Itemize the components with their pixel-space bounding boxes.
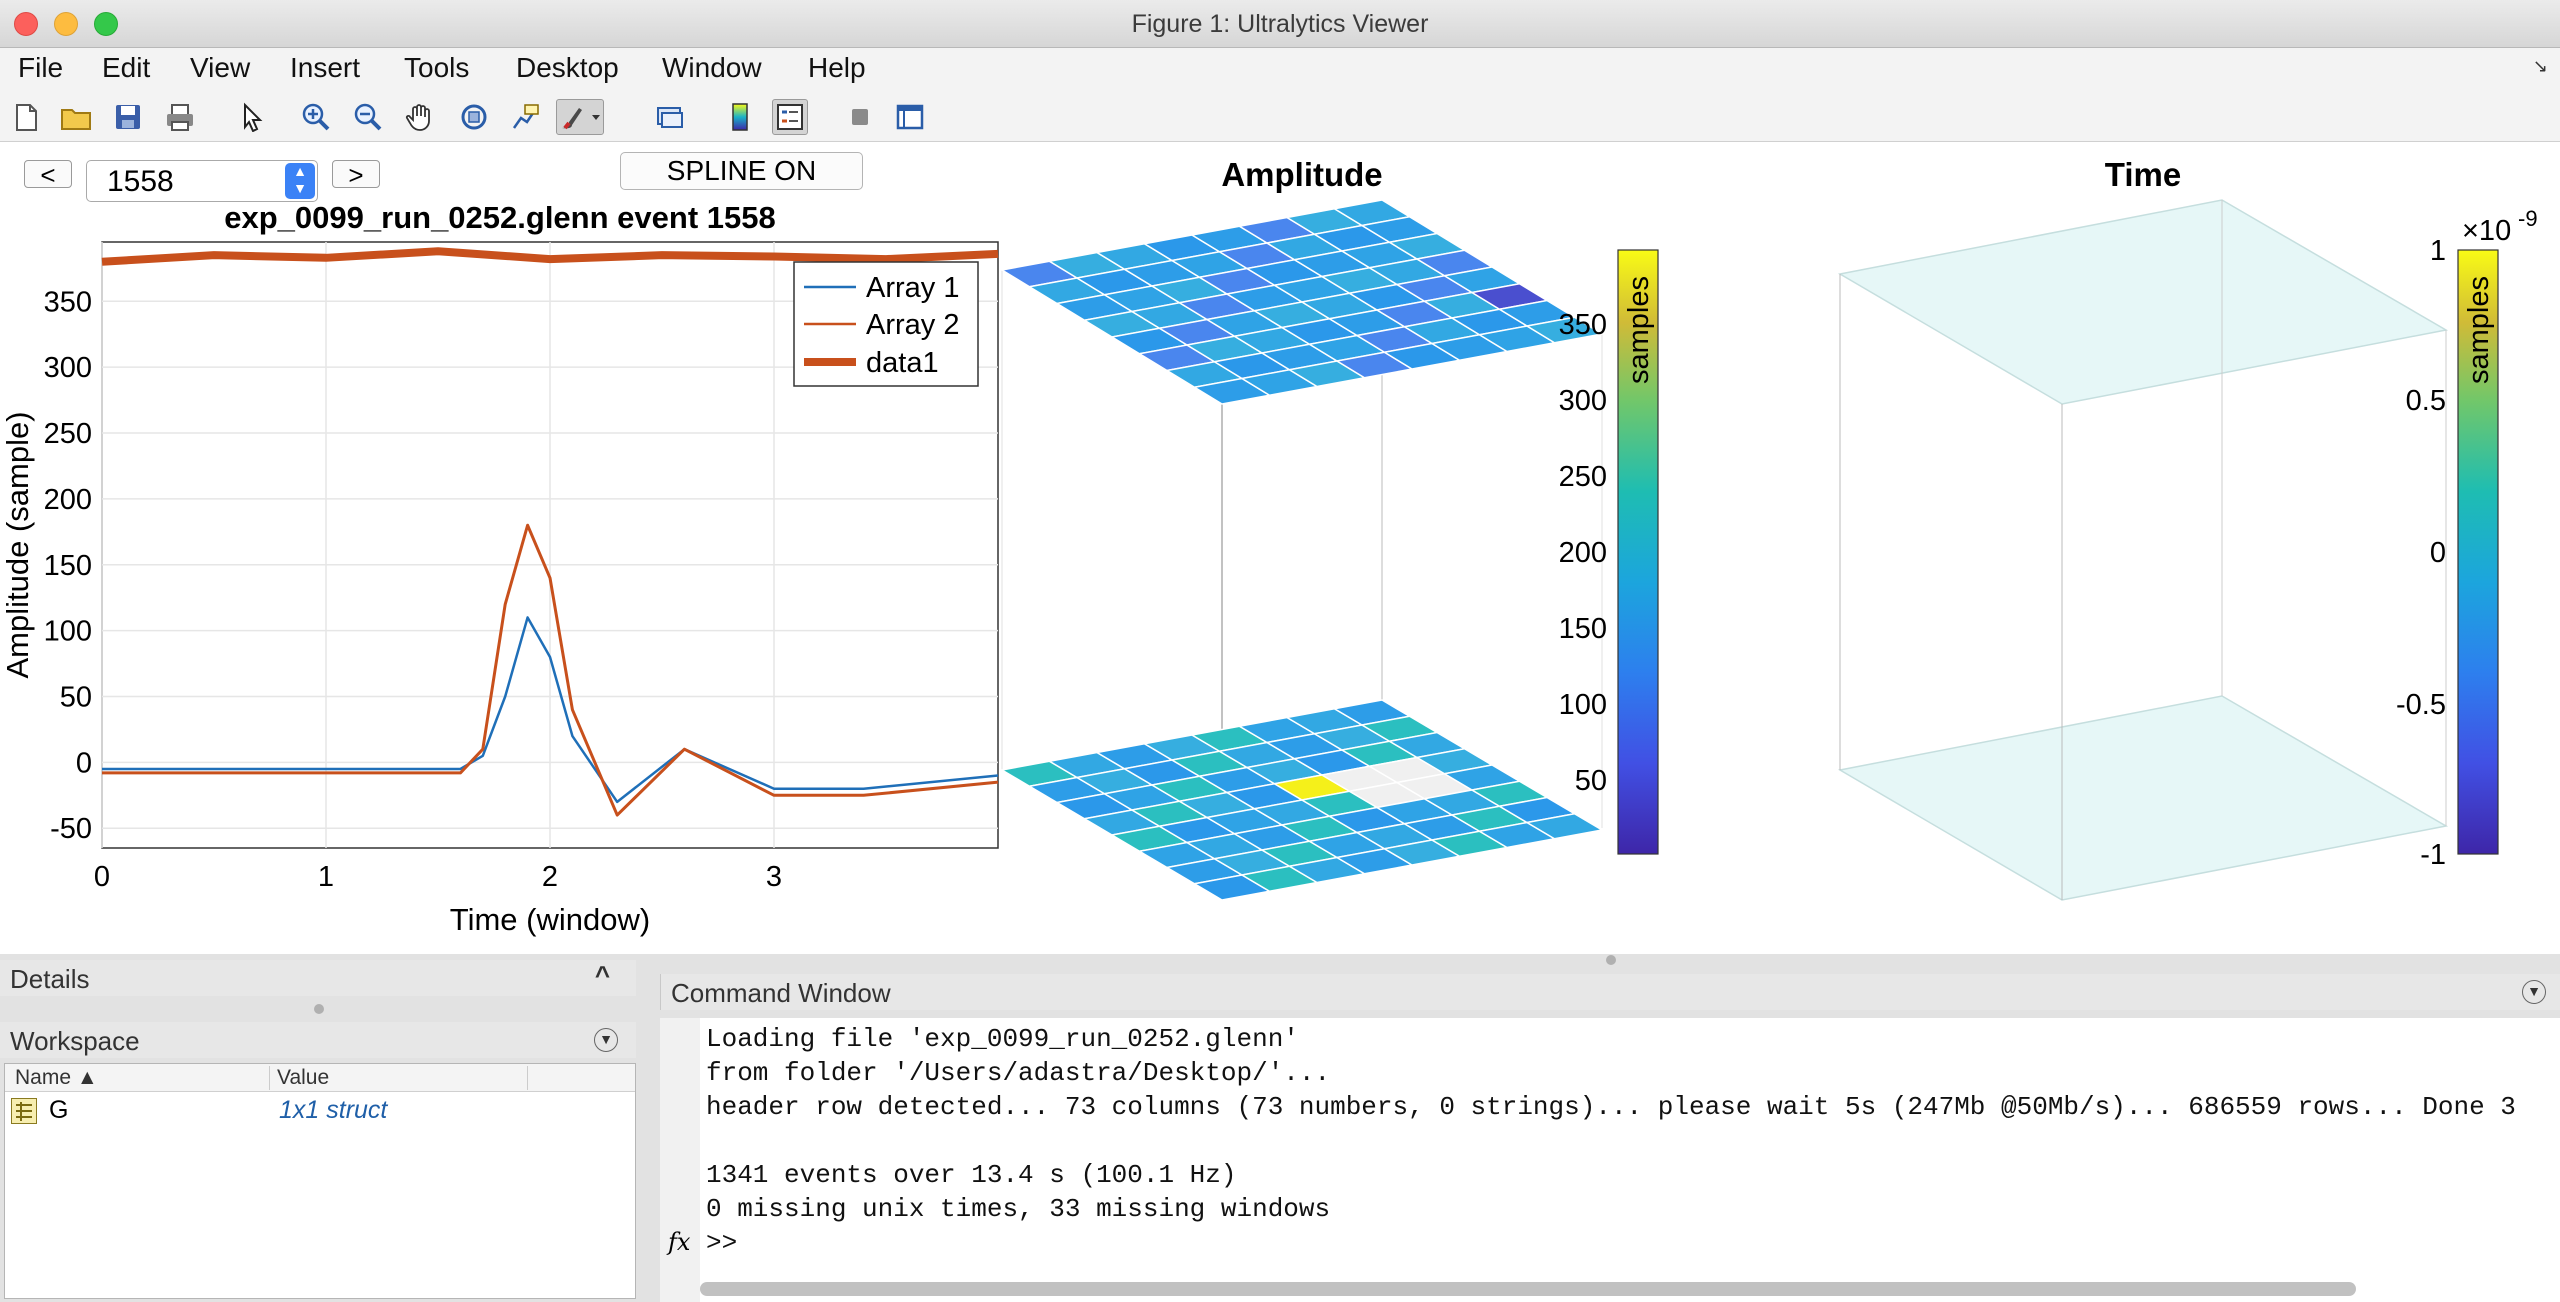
command-output-line: header row detected... 73 columns (73 nu… [706, 1092, 2516, 1122]
window-title: Figure 1: Ultralytics Viewer [1131, 10, 1429, 38]
command-window-header[interactable]: Command Window ▼ [660, 974, 2560, 1010]
column-name-header[interactable]: Name ▲ [15, 1066, 98, 1089]
pan-hand-icon[interactable] [402, 99, 438, 135]
event-number-value: 1558 [107, 165, 174, 198]
new-file-icon[interactable] [8, 99, 44, 135]
figure-canvas [0, 142, 2560, 954]
menu-tools[interactable]: Tools [404, 52, 470, 83]
menu-bar [0, 48, 2560, 90]
table-row[interactable]: G 1x1 struct [5, 1094, 635, 1128]
function-browser-icon[interactable]: fx [668, 1228, 691, 1256]
struct-icon [11, 1098, 37, 1124]
rotate-3d-icon[interactable] [456, 99, 492, 135]
command-output-line: Loading file 'exp_0099_run_0252.glenn' [706, 1024, 1299, 1054]
menu-view[interactable]: View [190, 52, 251, 83]
collapse-details-icon[interactable]: ^ [594, 960, 610, 990]
hide-plot-tools-icon[interactable] [842, 99, 878, 135]
zoom-in-icon[interactable] [298, 99, 334, 135]
previous-event-button[interactable]: < [24, 160, 72, 189]
command-output-line: 1341 events over 13.4 s (100.1 Hz) [706, 1160, 1237, 1190]
event-number-select[interactable]: 1558 ▲ ▼ [86, 160, 318, 202]
menu-help[interactable]: Help [808, 52, 866, 83]
legend-icon[interactable] [772, 99, 808, 135]
zoom-out-icon[interactable] [350, 99, 386, 135]
variable-name: G [49, 1096, 69, 1124]
command-output-line: 0 missing unix times, 33 missing windows [706, 1194, 1331, 1224]
pointer-icon[interactable] [234, 99, 270, 135]
print-icon[interactable] [162, 99, 198, 135]
close-window-button[interactable] [14, 12, 38, 36]
window-titlebar: Figure 1: Ultralytics Viewer [0, 0, 2560, 48]
spline-toggle-button[interactable]: SPLINE ON [620, 152, 863, 190]
workspace-table-header [5, 1064, 635, 1092]
command-window-menu-icon[interactable]: ▼ [2522, 980, 2546, 1004]
details-splitter-handle[interactable] [314, 1004, 324, 1014]
link-plot-icon[interactable] [652, 99, 688, 135]
dock-arrow-icon[interactable]: ↘ [2532, 56, 2548, 76]
open-folder-icon[interactable] [58, 99, 94, 135]
command-prompt[interactable]: >> [706, 1228, 738, 1258]
workspace-header[interactable]: Workspace ▼ [0, 1022, 636, 1058]
command-output-line: from folder '/Users/adastra/Desktop/'... [706, 1058, 1331, 1088]
next-event-button[interactable]: > [332, 160, 380, 189]
workspace-table[interactable]: Name ▲ Value G 1x1 struct [4, 1063, 636, 1299]
menu-desktop[interactable]: Desktop [516, 52, 619, 83]
command-window-scrollbar[interactable] [700, 1282, 2356, 1296]
variable-value: 1x1 struct [279, 1096, 388, 1124]
details-header[interactable]: Details ^ [0, 960, 636, 996]
brush-icon[interactable] [556, 99, 604, 135]
menu-edit[interactable]: Edit [102, 52, 151, 83]
column-value-header[interactable]: Value [277, 1066, 330, 1089]
data-cursor-icon[interactable] [508, 99, 544, 135]
minimize-window-button[interactable] [54, 12, 78, 36]
details-title: Details [10, 964, 90, 994]
show-plot-tools-icon[interactable] [892, 99, 928, 135]
menu-file[interactable]: File [18, 52, 64, 83]
workspace-title: Workspace [10, 1026, 140, 1056]
save-icon[interactable] [110, 99, 146, 135]
colorbar-icon[interactable] [722, 99, 758, 135]
menu-insert[interactable]: Insert [290, 52, 361, 83]
splitter-handle[interactable] [1606, 955, 1616, 965]
workspace-menu-icon[interactable]: ▼ [594, 1028, 618, 1052]
menu-window[interactable]: Window [662, 52, 762, 83]
command-window-title: Command Window [671, 978, 891, 1008]
command-window-body[interactable]: Loading file 'exp_0099_run_0252.glenn' f… [660, 1018, 2560, 1302]
select-arrows-icon: ▲ ▼ [285, 163, 315, 199]
maximize-window-button[interactable] [94, 12, 118, 36]
